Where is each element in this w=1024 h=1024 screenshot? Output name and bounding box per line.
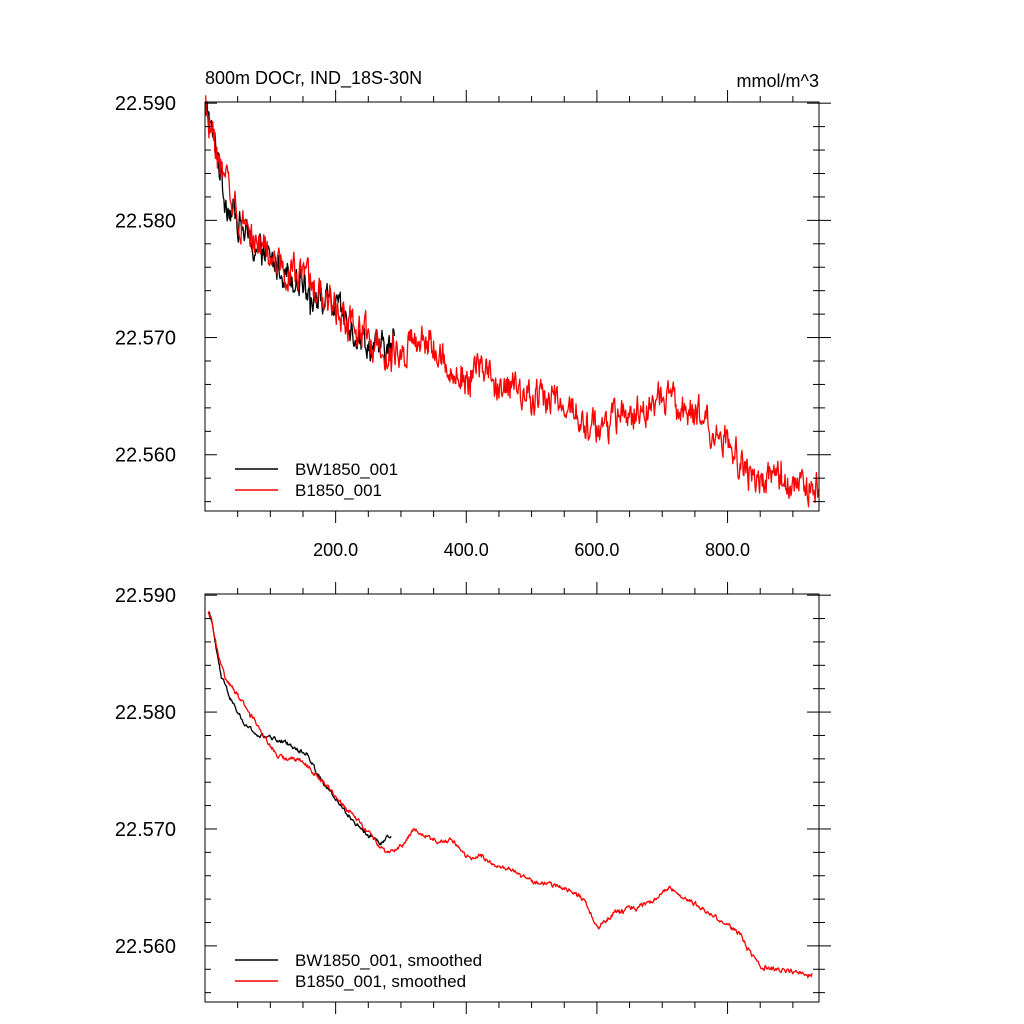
y-tick-label: 22.560 bbox=[115, 445, 176, 467]
y-tick-label: 22.580 bbox=[115, 210, 176, 232]
x-tick-label: 400.0 bbox=[444, 540, 489, 560]
y-tick-label: 22.570 bbox=[115, 328, 176, 350]
y-tick-label: 22.580 bbox=[115, 702, 176, 724]
x-tick-label: 200.0 bbox=[313, 540, 358, 560]
legend-label: BW1850_001 bbox=[295, 460, 398, 479]
series-line-b1850-smoothed bbox=[207, 611, 813, 979]
y-tick-label: 22.560 bbox=[115, 936, 176, 958]
y-tick-label: 22.570 bbox=[115, 819, 176, 841]
plot-frame bbox=[204, 101, 820, 512]
series-line-b1850 bbox=[205, 95, 820, 508]
units-label: mmol/m^3 bbox=[737, 71, 819, 91]
y-tick-label: 22.590 bbox=[115, 93, 176, 115]
top-panel: 200.0 400.0 600.0 800.0 22.590 22.580 22.570 22… bbox=[115, 90, 831, 560]
x-tick-label: 600.0 bbox=[574, 540, 619, 560]
y-tick-label: 22.590 bbox=[115, 585, 176, 607]
bottom-panel: 22.590 22.580 22.570 22.560 BW1850_001, smoo… bbox=[115, 582, 831, 1014]
series-line-bw1850-smoothed bbox=[207, 611, 392, 846]
legend-label: B1850_001 bbox=[295, 481, 382, 500]
x-tick-label: 800.0 bbox=[705, 540, 750, 560]
legend-label: BW1850_001, smoothed bbox=[295, 951, 482, 970]
chart-title: 800m DOCr, IND_18S-30N bbox=[205, 68, 422, 89]
legend-label: B1850_001, smoothed bbox=[295, 972, 466, 991]
plot-frame bbox=[204, 593, 820, 1003]
